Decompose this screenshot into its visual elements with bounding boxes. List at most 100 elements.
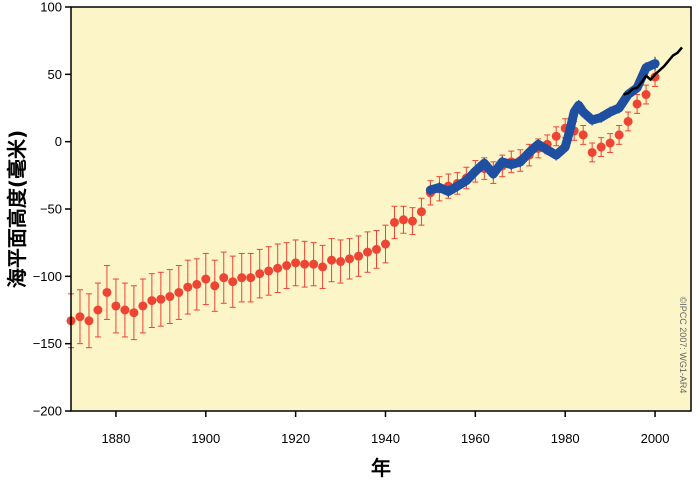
data-point — [300, 259, 310, 269]
reconstruction-point — [363, 231, 373, 273]
reconstruction-point — [201, 252, 211, 306]
y-tick-label: −100 — [33, 269, 62, 284]
x-axis-title: 年 — [371, 456, 391, 480]
y-tick-label: 50 — [48, 67, 62, 82]
reconstruction-point — [228, 255, 238, 308]
data-point — [551, 131, 561, 141]
data-point — [255, 269, 265, 279]
reconstruction-point — [632, 94, 642, 114]
data-point — [156, 294, 166, 304]
x-tick-label: 1940 — [371, 431, 400, 446]
reconstruction-point — [165, 269, 175, 324]
reconstruction-point — [596, 137, 606, 157]
reconstruction-point — [407, 207, 417, 236]
y-tick-label: 100 — [40, 0, 62, 15]
reconstruction-point — [156, 271, 166, 327]
reconstruction-point — [84, 293, 94, 349]
data-point — [398, 215, 408, 225]
data-point — [237, 273, 247, 283]
data-point — [650, 72, 660, 82]
data-point — [174, 287, 184, 297]
data-point — [147, 296, 157, 306]
reconstruction-point — [641, 84, 651, 105]
data-point — [416, 207, 426, 217]
data-point — [632, 99, 642, 109]
tide-gauge-line — [425, 59, 660, 196]
data-point — [183, 282, 193, 292]
reconstruction-point — [578, 125, 588, 145]
data-point — [75, 312, 85, 322]
data-point — [641, 90, 651, 100]
reconstruction-point — [389, 205, 399, 240]
data-point — [318, 262, 328, 272]
reconstruction-point — [291, 239, 301, 287]
reconstruction-point — [255, 248, 265, 299]
reconstruction-point — [354, 235, 364, 277]
data-point — [192, 279, 202, 289]
x-tick-label: 1960 — [461, 431, 490, 446]
x-tick-label: 1980 — [551, 431, 580, 446]
data-point — [605, 138, 615, 148]
reconstruction-point — [129, 285, 139, 341]
reconstruction-point — [614, 125, 624, 145]
data-point — [93, 305, 103, 315]
reconstruction-point — [147, 273, 157, 329]
reconstruction-point — [183, 259, 193, 315]
reconstruction-point — [380, 224, 390, 264]
reconstruction-point — [416, 197, 426, 226]
data-point — [246, 273, 256, 283]
data-point — [282, 261, 292, 271]
satellite-line — [623, 46, 683, 96]
data-point — [201, 274, 211, 284]
tide-gauge-series — [425, 56, 660, 197]
reconstruction-point — [551, 126, 561, 147]
data-point — [389, 217, 399, 227]
x-tick-label: 2000 — [641, 431, 670, 446]
data-point — [363, 247, 373, 257]
plot-area — [71, 7, 691, 411]
x-tick-label: 1900 — [191, 431, 220, 446]
reconstruction-point — [264, 246, 274, 296]
reconstruction-point — [309, 242, 319, 287]
data-point — [84, 316, 94, 326]
reconstruction-point — [327, 238, 337, 283]
data-point — [336, 257, 346, 267]
data-point — [327, 255, 337, 265]
reconstruction-point — [282, 242, 292, 289]
reconstruction-point — [273, 243, 283, 293]
reconstruction-point — [318, 244, 328, 289]
reconstruction-point — [219, 251, 229, 304]
data-point — [345, 254, 355, 264]
data-point — [596, 142, 606, 152]
data-point — [210, 281, 220, 291]
data-point — [129, 308, 139, 318]
y-axis-title: 海平面高度(毫米) — [5, 130, 29, 288]
data-point — [309, 259, 319, 269]
y-tick-label: −150 — [33, 336, 62, 351]
reconstruction-point — [336, 239, 346, 284]
data-point — [264, 266, 274, 276]
y-tick-label: −50 — [40, 202, 62, 217]
reconstruction-point — [300, 240, 310, 288]
data-point — [111, 301, 121, 311]
data-point — [380, 239, 390, 249]
satellite-series — [623, 46, 683, 96]
data-point — [138, 301, 148, 311]
y-tick-label: −200 — [33, 404, 62, 419]
reconstruction-point — [192, 258, 202, 311]
x-tick-label: 1880 — [101, 431, 130, 446]
reconstruction-point — [138, 278, 148, 334]
reconstruction-point — [111, 278, 121, 334]
data-point — [165, 292, 175, 302]
reconstruction-point — [605, 133, 615, 153]
data-point — [228, 277, 238, 287]
reconstruction-point — [345, 238, 355, 280]
reconstruction-point — [372, 230, 382, 269]
reconstruction-point — [75, 289, 85, 345]
data-point — [102, 287, 112, 297]
data-point — [354, 251, 364, 261]
data-point — [587, 147, 597, 157]
data-point — [219, 273, 229, 283]
data-point — [291, 258, 301, 268]
